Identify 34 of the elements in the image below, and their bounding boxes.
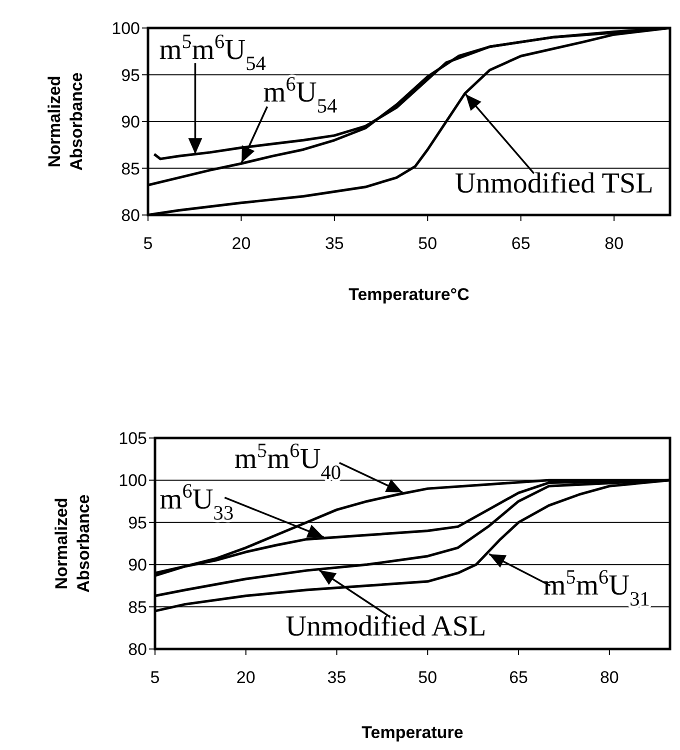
x-tick-label: 35 [327, 668, 346, 688]
y-tick-label: 85 [121, 159, 140, 178]
annotation: m$^{5}$m$^{6}$U$_{54}$ [159, 31, 266, 76]
y-tick-label: 80 [128, 640, 147, 660]
annotation: Unmodified TSL [454, 167, 654, 200]
x-tick-label: 80 [604, 234, 624, 254]
x-tick-label: 65 [509, 668, 528, 688]
annotation: Unmodified ASL [286, 610, 486, 643]
y-tick-label: 95 [128, 513, 147, 532]
x-tick-label: 20 [232, 234, 251, 254]
annotation: m$^{6}$U$_{33}$ [160, 480, 234, 525]
x-tick-label: 65 [511, 234, 530, 254]
x-tick-label: 5 [150, 668, 160, 688]
y-axis-title: Normalized Absorbance [45, 72, 86, 171]
annotation: m$^{5}$m$^{6}$U$_{40}$ [234, 440, 342, 484]
x-tick-label: 35 [324, 234, 344, 254]
x-axis-title: Temperature°C [348, 285, 470, 304]
x-axis-title: Temperature [362, 723, 464, 742]
x-tick-label: 20 [236, 668, 256, 688]
y-tick-label: 105 [118, 429, 147, 448]
y-tick-label: 90 [121, 112, 140, 132]
y-tick-label: 85 [128, 598, 147, 617]
y-tick-label: 95 [121, 66, 140, 85]
annotation: m$^{5}$m$^{6}$U$_{31}$ [543, 566, 650, 611]
y-tick-label: 90 [128, 556, 147, 575]
y-tick-label: 80 [121, 206, 140, 226]
x-tick-label: 50 [418, 668, 438, 688]
y-tick-label: 100 [112, 19, 140, 38]
x-tick-label: 5 [143, 234, 153, 254]
annotation: m$^{6}$U$_{54}$ [263, 74, 338, 118]
x-tick-label: 80 [600, 668, 619, 688]
x-tick-label: 50 [418, 234, 438, 254]
y-tick-label: 100 [118, 471, 147, 490]
y-axis-title: Normalized Absorbance [52, 494, 93, 593]
